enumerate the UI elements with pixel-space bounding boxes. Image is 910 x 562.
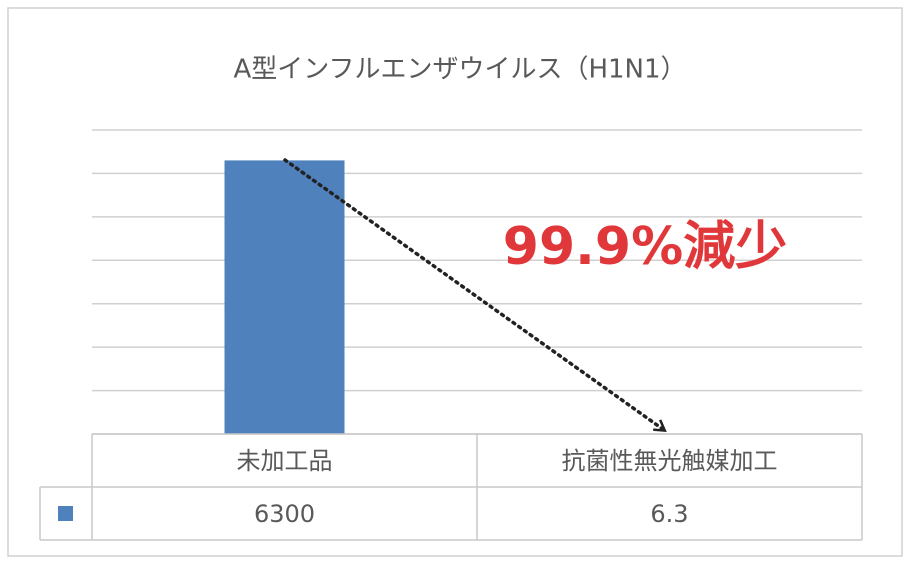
table-cells: 未加工品 6300 抗菌性無光触媒加工 6.3	[237, 447, 778, 528]
value-label: 6300	[254, 500, 315, 528]
value-label: 6.3	[650, 500, 688, 528]
category-label: 抗菌性無光触媒加工	[562, 447, 778, 475]
category-label: 未加工品	[237, 447, 333, 475]
arrow	[283, 158, 664, 430]
bars	[224, 160, 730, 434]
legend-key	[58, 506, 73, 521]
bar	[224, 160, 345, 434]
data-table	[39, 433, 863, 541]
chart-title: A型インフルエンザウイルス（H1N1）	[233, 55, 686, 85]
annotation: 99.9%減少	[503, 217, 787, 277]
